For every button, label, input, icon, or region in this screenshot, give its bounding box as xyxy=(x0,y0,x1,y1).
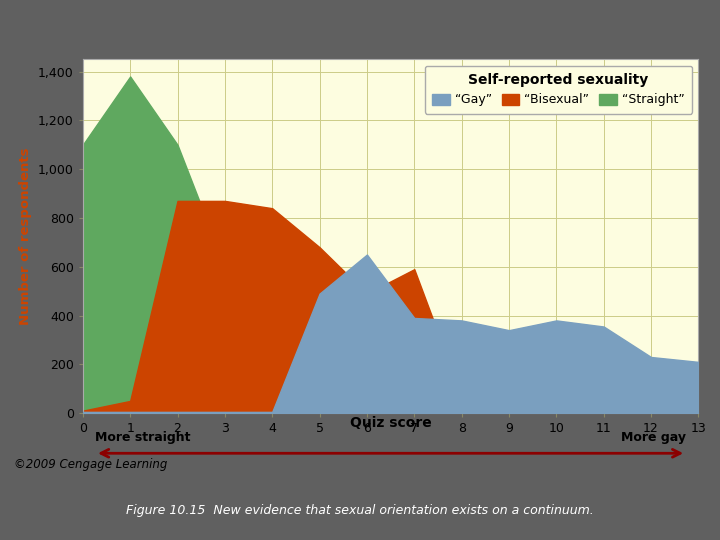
Text: Figure 10.15  New evidence that sexual orientation exists on a continuum.: Figure 10.15 New evidence that sexual or… xyxy=(126,504,594,517)
Text: More gay: More gay xyxy=(621,431,686,444)
Legend: “Gay”, “Bisexual”, “Straight”: “Gay”, “Bisexual”, “Straight” xyxy=(425,66,692,114)
Text: ©2009 Cengage Learning: ©2009 Cengage Learning xyxy=(14,458,168,471)
Text: Quiz score: Quiz score xyxy=(350,416,431,430)
Text: More straight: More straight xyxy=(95,431,191,444)
Y-axis label: Number of respondents: Number of respondents xyxy=(19,147,32,325)
